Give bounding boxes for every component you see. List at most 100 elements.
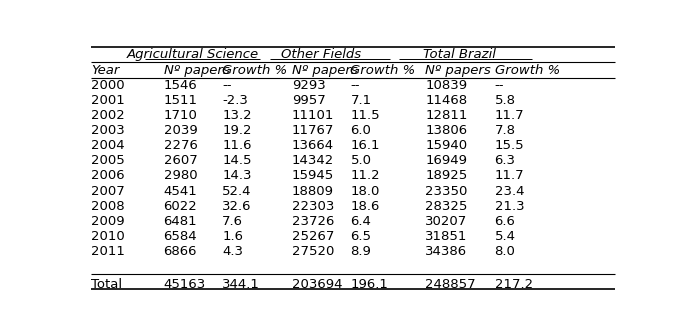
Text: 14342: 14342 — [291, 154, 334, 167]
Text: 8.9: 8.9 — [351, 245, 371, 258]
Text: --: -- — [223, 79, 232, 92]
Text: Nº papers: Nº papers — [291, 64, 358, 76]
Text: 6022: 6022 — [163, 200, 197, 213]
Text: 7.8: 7.8 — [495, 124, 515, 137]
Text: Year: Year — [92, 64, 120, 76]
Text: 2607: 2607 — [163, 154, 197, 167]
Text: 32.6: 32.6 — [223, 200, 251, 213]
Text: 6866: 6866 — [163, 245, 197, 258]
Text: 1546: 1546 — [163, 79, 197, 92]
Text: 11.5: 11.5 — [351, 109, 380, 122]
Text: 16.1: 16.1 — [351, 139, 380, 152]
Text: 52.4: 52.4 — [223, 185, 251, 198]
Text: 31851: 31851 — [425, 230, 468, 243]
Text: 11.6: 11.6 — [223, 139, 251, 152]
Text: Total: Total — [92, 278, 123, 291]
Text: 6.4: 6.4 — [351, 215, 371, 228]
Text: 18.0: 18.0 — [351, 185, 380, 198]
Text: 15940: 15940 — [425, 139, 467, 152]
Text: 7.1: 7.1 — [351, 94, 371, 107]
Text: 203694: 203694 — [291, 278, 342, 291]
Text: 16949: 16949 — [425, 154, 467, 167]
Text: Total Brazil: Total Brazil — [424, 48, 496, 62]
Text: 2008: 2008 — [92, 200, 125, 213]
Text: Nº papers: Nº papers — [425, 64, 491, 76]
Text: 13806: 13806 — [425, 124, 467, 137]
Text: 2001: 2001 — [92, 94, 125, 107]
Text: 27520: 27520 — [291, 245, 334, 258]
Text: 5.0: 5.0 — [351, 154, 371, 167]
Text: 1511: 1511 — [163, 94, 198, 107]
Text: 15945: 15945 — [291, 169, 334, 182]
Text: 18925: 18925 — [425, 169, 467, 182]
Text: 2004: 2004 — [92, 139, 125, 152]
Text: Growth %: Growth % — [495, 64, 560, 76]
Text: 4.3: 4.3 — [223, 245, 243, 258]
Text: 11468: 11468 — [425, 94, 467, 107]
Text: 6481: 6481 — [163, 215, 197, 228]
Text: Nº papers: Nº papers — [163, 64, 229, 76]
Text: 11.7: 11.7 — [495, 169, 524, 182]
Text: 14.3: 14.3 — [223, 169, 251, 182]
Text: 4541: 4541 — [163, 185, 197, 198]
Text: 23726: 23726 — [291, 215, 334, 228]
Text: 11.2: 11.2 — [351, 169, 380, 182]
Text: 6.3: 6.3 — [495, 154, 515, 167]
Text: 2980: 2980 — [163, 169, 197, 182]
Text: 5.4: 5.4 — [495, 230, 515, 243]
Text: 6.5: 6.5 — [351, 230, 371, 243]
Text: 217.2: 217.2 — [495, 278, 533, 291]
Text: 30207: 30207 — [425, 215, 467, 228]
Text: 34386: 34386 — [425, 245, 467, 258]
Text: 1.6: 1.6 — [223, 230, 243, 243]
Text: 248857: 248857 — [425, 278, 476, 291]
Text: 11767: 11767 — [291, 124, 334, 137]
Text: 25267: 25267 — [291, 230, 334, 243]
Text: 12811: 12811 — [425, 109, 468, 122]
Text: 196.1: 196.1 — [351, 278, 389, 291]
Text: Agricultural Science: Agricultural Science — [127, 48, 259, 62]
Text: 13664: 13664 — [291, 139, 334, 152]
Text: 23.4: 23.4 — [495, 185, 524, 198]
Text: 2006: 2006 — [92, 169, 125, 182]
Text: 344.1: 344.1 — [223, 278, 260, 291]
Text: 14.5: 14.5 — [223, 154, 251, 167]
Text: 2276: 2276 — [163, 139, 198, 152]
Text: 13.2: 13.2 — [223, 109, 252, 122]
Text: 21.3: 21.3 — [495, 200, 524, 213]
Text: 2000: 2000 — [92, 79, 125, 92]
Text: 23350: 23350 — [425, 185, 468, 198]
Text: Other Fields: Other Fields — [281, 48, 361, 62]
Text: 7.6: 7.6 — [223, 215, 243, 228]
Text: 2005: 2005 — [92, 154, 125, 167]
Text: 8.0: 8.0 — [495, 245, 515, 258]
Text: 2010: 2010 — [92, 230, 125, 243]
Text: 22303: 22303 — [291, 200, 334, 213]
Text: --: -- — [351, 79, 360, 92]
Text: Growth %: Growth % — [351, 64, 415, 76]
Text: 9293: 9293 — [291, 79, 325, 92]
Text: 2002: 2002 — [92, 109, 125, 122]
Text: 2011: 2011 — [92, 245, 125, 258]
Text: --: -- — [495, 79, 504, 92]
Text: 2007: 2007 — [92, 185, 125, 198]
Text: 6.0: 6.0 — [351, 124, 371, 137]
Text: 10839: 10839 — [425, 79, 467, 92]
Text: 1710: 1710 — [163, 109, 198, 122]
Text: 15.5: 15.5 — [495, 139, 524, 152]
Text: 11.7: 11.7 — [495, 109, 524, 122]
Text: 5.8: 5.8 — [495, 94, 515, 107]
Text: 2009: 2009 — [92, 215, 125, 228]
Text: 2003: 2003 — [92, 124, 125, 137]
Text: 9957: 9957 — [291, 94, 325, 107]
Text: 6584: 6584 — [163, 230, 197, 243]
Text: 18.6: 18.6 — [351, 200, 380, 213]
Text: 28325: 28325 — [425, 200, 468, 213]
Text: 18809: 18809 — [291, 185, 333, 198]
Text: 11101: 11101 — [291, 109, 334, 122]
Text: 45163: 45163 — [163, 278, 206, 291]
Text: 19.2: 19.2 — [223, 124, 251, 137]
Text: 2039: 2039 — [163, 124, 197, 137]
Text: -2.3: -2.3 — [223, 94, 248, 107]
Text: 6.6: 6.6 — [495, 215, 515, 228]
